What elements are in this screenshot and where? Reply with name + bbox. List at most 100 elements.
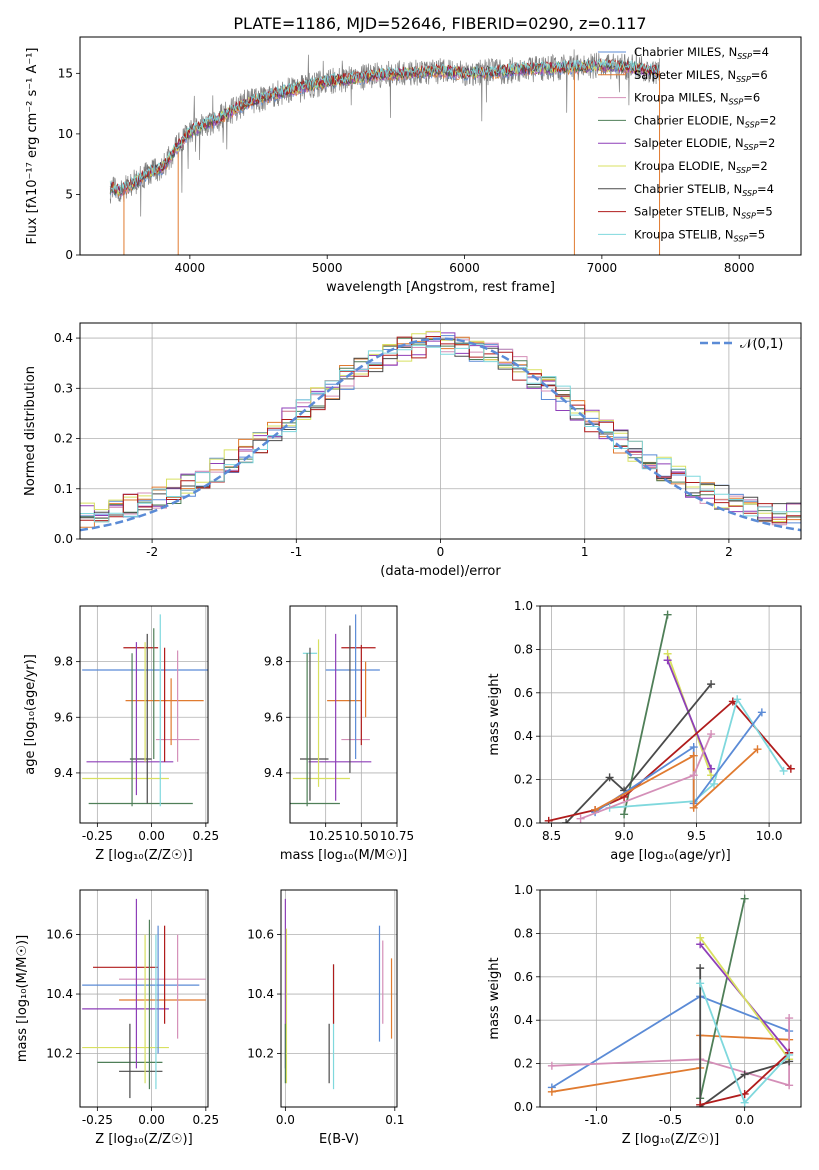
x-tick-label: 8.5	[542, 829, 561, 843]
x-axis-label: (data-model)/error	[380, 564, 501, 579]
weight-marker	[547, 1087, 556, 1096]
x-tick-label: 7000	[587, 261, 618, 275]
weight-line	[699, 968, 790, 1107]
weight-marker	[710, 779, 718, 788]
legend-label: Kroupa MILES, NSSP=6	[634, 91, 760, 107]
y-tick-label: 0.0	[54, 532, 73, 546]
x-tick-label: 0.1	[385, 1113, 404, 1127]
x-axis-label: Z [log₁₀(Z/Z☉)]	[95, 1132, 192, 1147]
weight-marker	[620, 810, 629, 819]
y-tick-label: 10.4	[247, 987, 274, 1001]
y-tick-label: 1.0	[514, 883, 533, 897]
ticks: 10.25 10.50 10.75 9.4 9.6 9.8	[264, 655, 414, 843]
x-tick-label: -0.25	[82, 1113, 113, 1127]
y-axis-label: Normed distribution	[23, 366, 38, 496]
y-axis-label: Flux [fλ10⁻¹⁷ erg cm⁻² s⁻¹ A⁻¹]	[25, 48, 40, 245]
x-tick-label: 4000	[175, 261, 206, 275]
y-tick-label: 0.2	[54, 432, 73, 446]
x-tick-label: 10.75	[380, 829, 414, 843]
y-axis-label: mass weight	[487, 673, 502, 755]
x-axis-label: age [log₁₀(age/yr)]	[610, 848, 731, 863]
y-tick-label: 0.8	[514, 926, 533, 940]
weight-marker	[562, 819, 571, 823]
x-tick-label: -0.25	[82, 829, 113, 843]
ticks: 0.0 0.1 10.2 10.4 10.6	[247, 928, 404, 1127]
legend-label: Salpeter ELODIE, NSSP=2	[634, 136, 775, 152]
legend-label: Chabrier MILES, NSSP=4	[634, 45, 769, 61]
y-tick-label: 0.1	[54, 482, 73, 496]
weight-marker	[757, 708, 766, 717]
y-axis-label: age [log₁₀(age/yr)]	[23, 654, 38, 775]
weight-marker	[696, 1100, 705, 1107]
legend-label: Chabrier STELIB, NSSP=4	[634, 182, 774, 198]
model-spectrum	[109, 58, 660, 195]
y-axis-label: mass weight	[487, 957, 502, 1039]
weight-marker	[663, 610, 672, 619]
y-tick-label: 10.2	[247, 1046, 274, 1060]
axes-frame	[280, 889, 398, 1108]
weight-marker	[696, 933, 705, 942]
ticks: 8.5 9.0 9.5 10.0 0.0 0.2 0.4 0.6 0.8 1.0	[514, 599, 783, 843]
weight-marker	[605, 773, 614, 782]
x-tick-label: 0.25	[192, 1113, 219, 1127]
x-tick-label: 10.50	[344, 829, 378, 843]
y-tick-label: 10.2	[46, 1046, 73, 1060]
y-tick-label: 0	[65, 248, 73, 262]
panel-mass_vs_age: 10.25 10.50 10.75 9.4 9.6 9.8 mass [log₁₀(M/M☉…	[264, 605, 414, 863]
panel-age_vs_weight: 8.5 9.0 9.5 10.0 0.0 0.2 0.4 0.6 0.8 1.0 age [log₁…	[487, 599, 802, 863]
legend-label: Chabrier ELODIE, NSSP=2	[634, 113, 776, 129]
legend: 𝒩(0,1)	[700, 337, 783, 352]
legend-label: Kroupa ELODIE, NSSP=2	[634, 159, 768, 175]
weight-marker	[547, 1061, 556, 1070]
weight-marker	[786, 764, 795, 773]
y-tick-label: 10.6	[46, 928, 73, 942]
y-tick-label: 0.3	[54, 381, 73, 395]
weight-marker	[707, 730, 716, 739]
x-tick-label: 0.0	[735, 1113, 754, 1127]
y-tick-label: 9.4	[54, 766, 73, 780]
y-tick-label: 1.0	[514, 599, 533, 613]
plot-area	[109, 49, 661, 255]
y-tick-label: 5	[65, 187, 73, 201]
x-tick-label: -1.0	[585, 1113, 608, 1127]
ticks: -0.25 0.00 0.25 9.4 9.6 9.8	[54, 655, 219, 843]
weight-marker	[733, 695, 742, 704]
x-tick-label: 0.25	[192, 829, 219, 843]
y-tick-label: 15	[58, 66, 73, 80]
y-tick-label: 0.8	[514, 642, 533, 656]
axes-frame	[79, 889, 209, 1108]
weight-marker	[663, 656, 672, 665]
legend-label: Salpeter STELIB, NSSP=5	[634, 205, 773, 221]
x-tick-label: 0.0	[276, 1113, 295, 1127]
weight-marker	[740, 1098, 749, 1107]
panel-ebv_vs_mass: 0.0 0.1 10.2 10.4 10.6 E(B-V)	[247, 889, 404, 1147]
legend-label: Kroupa STELIB, NSSP=5	[634, 227, 765, 243]
y-tick-label: 10.4	[46, 987, 73, 1001]
weight-line	[565, 683, 712, 823]
x-tick-label: 8000	[724, 261, 755, 275]
gaussian-curve	[80, 337, 801, 532]
x-tick-label: 1	[581, 545, 589, 559]
y-tick-label: 9.4	[264, 766, 283, 780]
axes-frame	[539, 889, 802, 1108]
x-axis-label: E(B-V)	[319, 1132, 359, 1147]
weight-line	[699, 937, 790, 1060]
y-tick-label: 9.6	[264, 710, 283, 724]
plot-area	[82, 898, 206, 1099]
panel-z_vs_mass: -0.25 0.00 0.25 10.2 10.4 10.6 Z [log₁₀(Z/Z☉)]…	[15, 889, 219, 1147]
x-axis-label: Z [log₁₀(Z/Z☉)]	[95, 848, 192, 863]
y-tick-label: 0.6	[514, 970, 533, 984]
x-tick-label: 0.00	[138, 829, 165, 843]
y-tick-label: 0.4	[514, 1013, 533, 1027]
plot-area	[80, 330, 801, 532]
weight-marker	[707, 680, 716, 689]
weight-marker	[707, 764, 716, 773]
weight-marker	[740, 894, 749, 903]
panel-residuals: -2 -1 0 1 2 0.0 0.1 0.2 0.3 0.4 (data-model)/error…	[23, 322, 802, 579]
weight-marker	[785, 1014, 794, 1023]
legend-label: 𝒩(0,1)	[740, 337, 783, 352]
weight-marker	[544, 816, 553, 823]
x-tick-label: 0.00	[138, 1113, 165, 1127]
ticks: -2 -1 0 1 2 0.0 0.1 0.2 0.3 0.4	[54, 331, 733, 559]
weight-marker	[753, 745, 762, 754]
